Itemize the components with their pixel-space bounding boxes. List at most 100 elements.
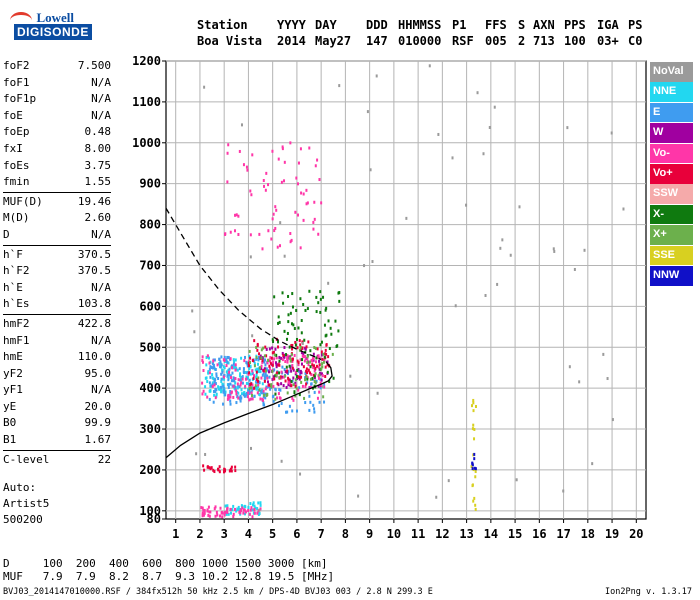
echo-point-vo- [300, 375, 303, 379]
echo-point-x- [298, 393, 301, 397]
y-tick-label: 1100 [132, 95, 161, 109]
echo-point-noval [437, 132, 440, 136]
echo-point-x- [318, 373, 321, 377]
echo-point-e [225, 358, 228, 362]
echo-point-x- [315, 295, 318, 299]
echo-point-x- [263, 393, 266, 397]
echo-point-noval [193, 330, 196, 334]
echo-point-e [240, 396, 243, 400]
echo-point-vo- [240, 508, 243, 512]
echo-point-x- [303, 396, 306, 400]
echo-point-vo- [321, 374, 324, 378]
digisonde-logo: Lowell DIGISONDE [10, 10, 92, 42]
echo-point-nne [223, 386, 226, 390]
echo-point-nne [252, 501, 255, 505]
echo-point-vo- [241, 377, 244, 381]
legend-ssw: SSW [650, 184, 693, 204]
echo-point-e [291, 379, 294, 383]
echo-point-vo- [263, 184, 266, 188]
echo-point-vo- [251, 153, 254, 157]
echo-point-vo- [235, 213, 238, 217]
param-value: 95.0 [84, 366, 112, 380]
echo-point-e [281, 365, 284, 369]
echo-point-vo- [200, 506, 203, 510]
echo-point-vo- [256, 391, 259, 395]
param-value: 8.00 [84, 141, 112, 155]
echo-point-vo- [277, 345, 280, 349]
echo-point-w [261, 356, 264, 360]
echo-point-vo- [283, 375, 286, 379]
echo-point-vo- [219, 506, 222, 510]
echo-point-e [280, 401, 283, 405]
echo-point-e [271, 395, 274, 399]
echo-point-x- [313, 345, 316, 349]
echo-point-nne [220, 390, 223, 394]
echo-point-e [219, 365, 222, 369]
param-value: N/A [91, 333, 111, 347]
echo-point-w [296, 376, 299, 380]
echo-point-w [302, 352, 305, 356]
echo-point-vo- [323, 385, 326, 389]
echo-point-vo- [260, 376, 263, 380]
echo-point-vo- [250, 193, 253, 197]
echo-point-vo- [276, 245, 279, 249]
echo-point-e [308, 408, 311, 412]
echo-point-nnw [474, 467, 477, 471]
param-value: 422.8 [77, 316, 111, 330]
param-name: B0 [3, 416, 17, 430]
echo-point-vo- [291, 364, 294, 368]
echo-point-vo- [237, 214, 240, 218]
echo-point-vo- [262, 389, 265, 393]
echo-point-e [214, 378, 217, 382]
echo-point-nne [246, 376, 249, 380]
echo-point-e [313, 410, 316, 414]
echo-point-x- [290, 353, 293, 357]
echo-point-w [289, 366, 292, 370]
echo-point-vo- [216, 363, 219, 367]
echo-point-vo- [262, 179, 265, 183]
echo-point-noval [363, 264, 366, 268]
echo-point-vo- [256, 348, 259, 352]
param-name: fxI [3, 141, 23, 155]
echo-point-vo- [309, 371, 312, 375]
echo-point-x- [294, 394, 297, 398]
echo-point-noval [447, 479, 450, 483]
echo-point-x- [248, 361, 251, 365]
echo-point-e [213, 366, 216, 370]
echo-point-e [209, 365, 212, 369]
echo-point-x- [278, 359, 281, 363]
echo-point-vo- [214, 505, 217, 509]
version-label: Ion2Png v. 1.3.17 [605, 587, 692, 597]
echo-point-nne [234, 381, 237, 385]
echo-point-e [313, 407, 316, 411]
echo-point-vo- [228, 370, 231, 374]
echo-point-e [214, 382, 217, 386]
echo-point-x- [270, 383, 273, 387]
echo-point-w [290, 369, 293, 373]
echo-point-vo- [232, 384, 235, 388]
echo-point-w [292, 368, 295, 372]
echo-point-vo- [201, 381, 204, 385]
echo-point-e [222, 388, 225, 392]
echo-point-vo- [318, 178, 321, 182]
echo-point-vo- [272, 212, 275, 216]
echo-point-noval [611, 418, 614, 422]
echo-point-x- [286, 391, 289, 395]
echo-point-e [245, 391, 248, 395]
echo-point-sse [471, 427, 474, 431]
echo-point-x- [291, 292, 294, 296]
echo-point-sse [472, 423, 475, 427]
echo-point-x- [304, 378, 307, 382]
echo-point-noval [591, 462, 594, 466]
echo-point-nne [217, 387, 220, 391]
echo-point-e [227, 385, 230, 389]
echo-point-nne [251, 503, 254, 507]
echo-point-x- [317, 301, 320, 305]
echo-point-vo- [299, 147, 302, 151]
echo-point-vo- [201, 355, 204, 359]
param-value: 2.60 [84, 211, 112, 225]
echo-point-e [242, 393, 245, 397]
param-value: N/A [91, 75, 111, 89]
echo-point-sse [474, 475, 477, 479]
echo-point-nne [237, 508, 240, 512]
